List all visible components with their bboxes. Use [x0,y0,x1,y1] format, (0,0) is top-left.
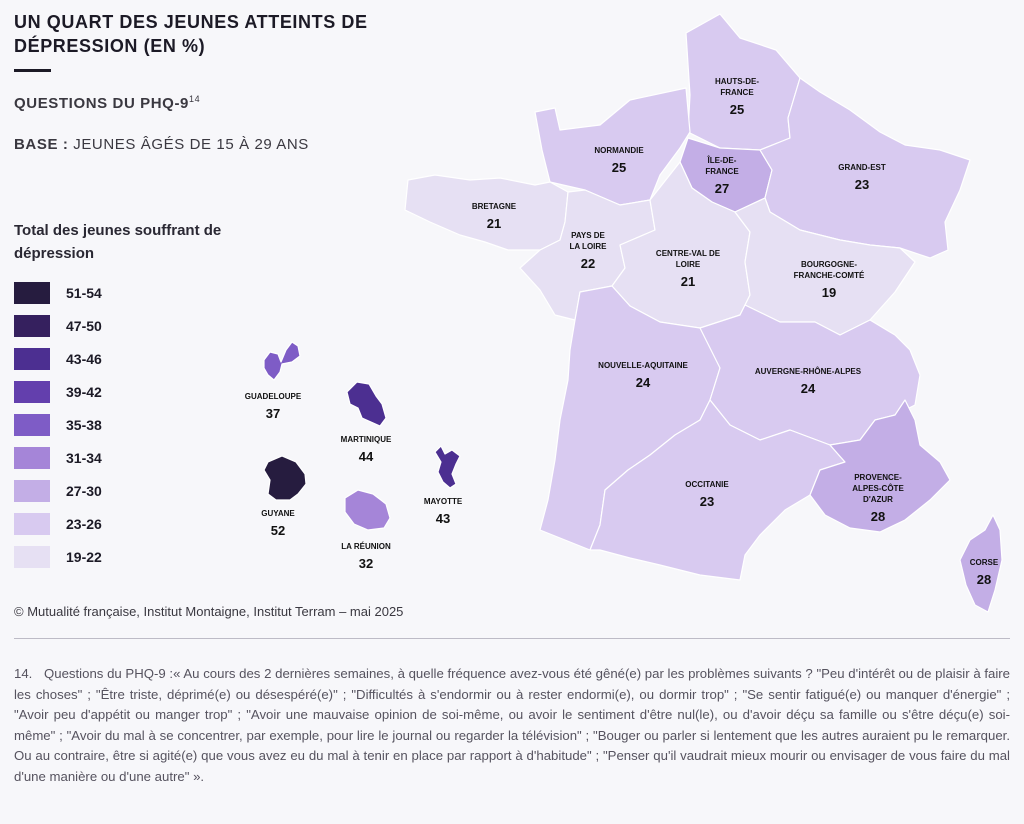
legend-item: 47-50 [14,315,214,339]
footnote-text: Questions du PHQ-9 :« Au cours des 2 der… [14,666,1010,784]
legend-swatch [14,348,50,370]
legend-label: 27-30 [66,483,102,499]
footnote: 14. Questions du PHQ-9 :« Au cours des 2 … [14,664,1010,788]
region-name-label: GRAND-EST [838,163,886,172]
region-value-label: 27 [715,181,729,196]
legend-swatch [14,381,50,403]
legend-label: 47-50 [66,318,102,334]
region-martinique[interactable] [346,381,387,427]
region-bretagne[interactable] [404,174,569,251]
region-value-label: 32 [359,556,373,571]
region-name-label: GUADELOUPE [245,392,302,401]
legend-item: 51-54 [14,282,214,306]
legend-title: Total des jeunes souffrant de dépression [14,222,222,262]
legend-swatch [14,513,50,535]
region-value-label: 25 [612,160,626,175]
title-underline [14,69,51,72]
region-value-label: 22 [581,256,595,271]
region-provence-alpes-cote-d-azur[interactable] [809,399,951,533]
region-value-label: 19 [822,285,836,300]
footnote-number: 14. [14,666,33,681]
region-name-label: NOUVELLE-AQUITAINE [598,361,688,370]
region-name-label: MARTINIQUE [341,435,392,444]
legend-swatch [14,447,50,469]
region-name-label: CORSE [970,558,999,567]
region-name-label: HAUTS-DE- [715,77,759,86]
region-value-label: 21 [487,216,501,231]
base-text: JEUNES ÂGÉS DE 15 À 29 ANS [73,136,309,153]
region-value-label: 25 [730,102,744,117]
region-value-label: 52 [271,523,285,538]
region-name-label: NORMANDIE [594,146,644,155]
region-name-label: FRANCE [705,167,739,176]
legend-swatch [14,546,50,568]
region-mayotte[interactable] [434,445,461,489]
legend-label: 31-34 [66,450,102,466]
region-value-label: 24 [636,375,651,390]
region-name-label: PROVENCE- [854,473,902,482]
legend-swatch [14,480,50,502]
france-regions-map: HAUTS-DE- FRANCE 25 NORMANDIE 25 ÎLE-DE- FRANC… [245,13,1003,613]
legend-item: 39-42 [14,381,214,405]
region-name-label: PAYS DE [571,231,605,240]
legend-label: 39-42 [66,384,102,400]
legend-label: 51-54 [66,285,102,301]
region-name-label: ALPES-CÔTE [852,484,904,493]
source-credit: © Mutualité française, Institut Montaign… [14,604,404,619]
subtitle-questions-text: QUESTIONS DU PHQ-9 [14,95,189,112]
region-value-label: 23 [855,177,869,192]
region-value-label: 43 [436,511,450,526]
region-normandie[interactable] [534,87,691,206]
legend-item: 43-46 [14,348,214,372]
legend-label: 43-46 [66,351,102,367]
region-bourgogne-franche-comte[interactable] [734,197,916,336]
region-grand-est[interactable] [759,77,971,259]
region-guadeloupe[interactable] [263,341,301,381]
legend-swatch [14,315,50,337]
region-name-label: D'AZUR [863,495,893,504]
region-name-label: FRANCHE-COMTÉ [794,271,865,280]
region-corse[interactable] [959,514,1003,613]
region-name-label: OCCITANIE [685,480,729,489]
region-guyane[interactable] [263,455,307,501]
region-value-label: 28 [871,509,885,524]
legend-label: 19-22 [66,549,102,565]
region-name-label: BOURGOGNE- [801,260,857,269]
legend-item: 23-26 [14,513,214,537]
region-name-label: FRANCE [720,88,754,97]
legend-item: 27-30 [14,480,214,504]
region-value-label: 37 [266,406,280,421]
region-la-reunion[interactable] [344,489,391,531]
map-title: UN QUART DES JEUNES ATTEINTS DE DÉPRESSI… [14,12,368,56]
subtitle-questions: QUESTIONS DU PHQ-914 [14,94,200,112]
legend-label: 35-38 [66,417,102,433]
legend-item: 19-22 [14,546,214,570]
legend-item: 35-38 [14,414,214,438]
region-value-label: 24 [801,381,816,396]
legend-swatch [14,282,50,304]
legend-item: 31-34 [14,447,214,471]
region-name-label: CENTRE-VAL DE [656,249,721,258]
region-value-label: 44 [359,449,374,464]
legend-label: 23-26 [66,516,102,532]
region-name-label: LA RÉUNION [341,542,391,551]
region-name-label: BRETAGNE [472,202,517,211]
region-name-label: ÎLE-DE- [707,156,737,165]
base-label: BASE : [14,136,69,153]
region-value-label: 21 [681,274,695,289]
footnote-reference: 14 [189,94,201,104]
region-name-label: LOIRE [676,260,701,269]
region-name-label: MAYOTTE [424,497,463,506]
region-value-label: 28 [977,572,991,587]
legend-swatch [14,414,50,436]
region-name-label: GUYANE [261,509,295,518]
subtitle-base: BASE : JEUNES ÂGÉS DE 15 À 29 ANS [14,136,309,153]
region-name-label: AUVERGNE-RHÔNE-ALPES [755,367,862,376]
divider [14,638,1010,639]
region-name-label: LA LOIRE [569,242,607,251]
region-value-label: 23 [700,494,714,509]
